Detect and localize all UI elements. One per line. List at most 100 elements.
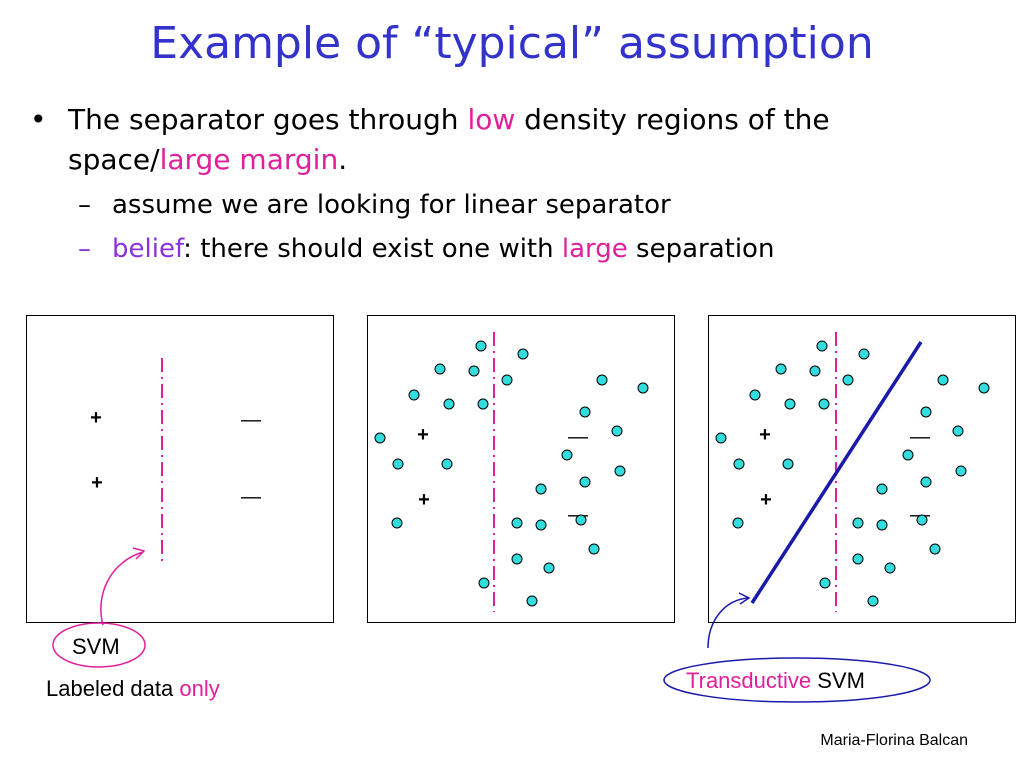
sub-bullet-2-text-b: separation [627,234,775,264]
unlabeled-point [391,517,403,529]
labeled-data-text: Labeled data [46,676,180,701]
unlabeled-point [884,562,896,574]
unlabeled-point [952,425,964,437]
bullet-low: low [467,103,516,136]
unlabeled-point [929,543,941,555]
sub-bullet-1-text: assume we are looking for linear separat… [112,190,671,220]
unlabeled-point [920,476,932,488]
unlabeled-point [408,389,420,401]
unlabeled-point [526,595,538,607]
unlabeled-point [775,363,787,375]
bullet-text-d: . [338,143,348,176]
bullet-text-c: space/ [68,143,160,176]
unlabeled-point [916,514,928,526]
unlabeled-point [937,374,949,386]
unlabeled-point [441,458,453,470]
unlabeled-point [858,348,870,360]
bullet-marker: • [30,103,47,136]
unlabeled-point [715,432,727,444]
bullet-text-b: density regions of the [515,103,830,136]
slide-title: Example of “typical” assumption [150,18,874,69]
plus-symbol: + [418,489,430,511]
minus-symbol: — [241,409,261,431]
unlabeled-point [732,517,744,529]
plus-symbol: + [760,489,772,511]
unlabeled-point [852,517,864,529]
unlabeled-point [477,398,489,410]
unlabeled-point [579,406,591,418]
transductive-svm-word: SVM [811,668,865,693]
sub-bullet-1: – assume we are looking for linear separa… [78,190,671,220]
transductive-svm-label: Transductive SVM [686,668,865,694]
unlabeled-point [511,517,523,529]
unlabeled-point [978,382,990,394]
unlabeled-point [443,398,455,410]
unlabeled-point [819,577,831,589]
unlabeled-point [920,406,932,418]
bullet-text: The separator goes through low density r… [68,100,990,180]
minus-symbol: — [241,486,261,508]
unlabeled-point [478,577,490,589]
labeled-data-only: only [179,676,220,701]
svm-label-ellipse [52,622,146,668]
transductive-separator-line [750,341,923,604]
unlabeled-point [517,348,529,360]
unlabeled-point [434,363,446,375]
unlabeled-point [733,458,745,470]
unlabeled-point [374,432,386,444]
unlabeled-point [535,483,547,495]
svm-label: SVM [72,634,120,659]
sub-bullet-2-text-a: : there should exist one with [183,234,562,264]
unlabeled-point [852,553,864,565]
unlabeled-point [596,374,608,386]
bullet-text-a: The separator goes through [68,103,468,136]
sub-bullet-2: – belief: there should exist one with lar… [78,234,774,264]
minus-symbol: — [568,426,588,448]
unlabeled-point [535,519,547,531]
sub-bullet-2-dash: – [78,234,91,264]
transductive-arrowhead [738,592,751,605]
sub-bullet-2-belief: belief [112,234,184,264]
minus-symbol: — [910,426,930,448]
bullet-large-margin: large margin [159,143,339,176]
bullet-main: • The separator goes through low density… [30,100,990,180]
unlabeled-point [588,543,600,555]
unlabeled-point [468,365,480,377]
unlabeled-points-3 [715,340,990,607]
unlabeled-points-2 [374,340,649,607]
svm-arrowhead [132,547,146,560]
sub-bullet-1-dash: – [78,190,91,220]
unlabeled-point [782,458,794,470]
plus-symbol: + [417,424,429,446]
unlabeled-point [543,562,555,574]
panel-svm [26,315,334,623]
unlabeled-point [902,449,914,461]
unlabeled-point [392,458,404,470]
unlabeled-point [475,340,487,352]
unlabeled-point [818,398,830,410]
unlabeled-point [511,553,523,565]
unlabeled-point [501,374,513,386]
plus-symbol: + [91,472,103,494]
unlabeled-point [579,476,591,488]
sub-bullet-2-large: large [561,234,628,264]
plus-symbol: + [90,407,102,429]
transductive-word: Transductive [686,668,812,693]
unlabeled-point [876,483,888,495]
unlabeled-point [611,425,623,437]
unlabeled-point [809,365,821,377]
unlabeled-point [867,595,879,607]
plus-symbol: + [759,424,771,446]
unlabeled-point [614,465,626,477]
unlabeled-point [749,389,761,401]
svm-callout-arrow [100,551,144,626]
unlabeled-point [816,340,828,352]
unlabeled-point [561,449,573,461]
unlabeled-point [637,382,649,394]
labeled-data-label: Labeled data only [46,676,220,702]
author-credit: Maria-Florina Balcan [820,732,968,749]
unlabeled-point [955,465,967,477]
unlabeled-point [876,519,888,531]
unlabeled-point [842,374,854,386]
